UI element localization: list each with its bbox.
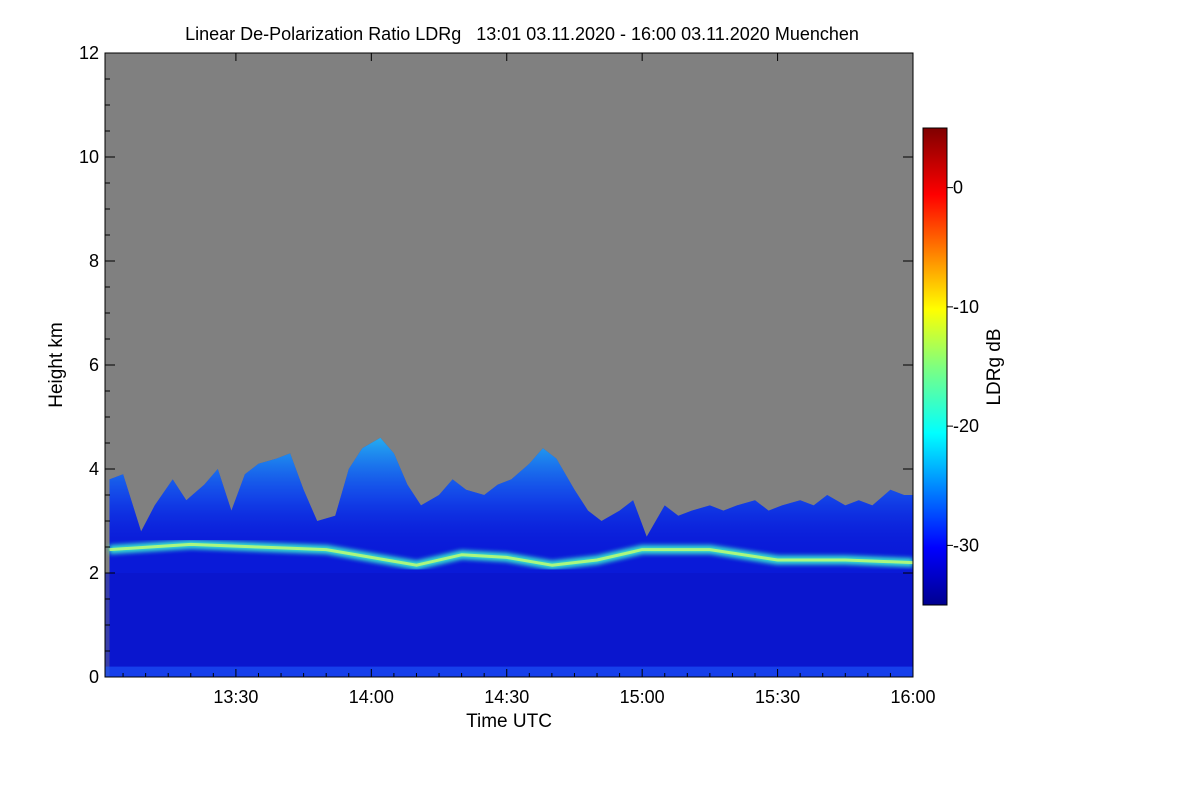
y-tick-label: 12 — [79, 43, 99, 63]
y-tick-label: 4 — [89, 459, 99, 479]
y-tick-label: 0 — [89, 667, 99, 687]
chart-title: Linear De-Polarization Ratio LDRg 13:01 … — [185, 24, 859, 44]
plot-area — [104, 52, 914, 678]
rain-region — [105, 573, 913, 677]
x-tick-label: 14:30 — [484, 687, 529, 707]
colorbar: 0 -10 -20 -30 LDRg dB — [922, 127, 1005, 606]
x-axis: 13:30 14:00 14:30 15:00 15:30 16:00 — [122, 53, 936, 707]
colorbar-tick-label: 0 — [953, 178, 963, 198]
x-axis-label: Time UTC — [466, 711, 552, 732]
near-ground-strip — [105, 666, 913, 677]
y-axis-label: Height km — [46, 322, 67, 408]
y-tick-label: 2 — [89, 563, 99, 583]
colorbar-ticks: 0 -10 -20 -30 — [947, 178, 979, 555]
colorbar-tick-label: -10 — [953, 297, 979, 317]
y-axis: 0 2 4 6 8 10 12 — [79, 43, 913, 687]
colorbar-tick-label: -30 — [953, 535, 979, 555]
melting-layer-core — [109, 542, 913, 567]
x-tick-label: 14:00 — [349, 687, 394, 707]
y-tick-label: 6 — [89, 355, 99, 375]
x-tick-label: 15:30 — [755, 687, 800, 707]
y-tick-label: 10 — [79, 147, 99, 167]
colorbar-tick-label: -20 — [953, 416, 979, 436]
ice-cloud-region — [109, 437, 913, 558]
cloud-field — [105, 437, 913, 677]
x-tick-label: 13:30 — [213, 687, 258, 707]
x-tick-label: 16:00 — [890, 687, 935, 707]
colorbar-label: LDRg dB — [984, 328, 1005, 405]
y-tick-label: 8 — [89, 251, 99, 271]
colorbar-gradient — [922, 127, 948, 606]
x-tick-label: 15:00 — [620, 687, 665, 707]
